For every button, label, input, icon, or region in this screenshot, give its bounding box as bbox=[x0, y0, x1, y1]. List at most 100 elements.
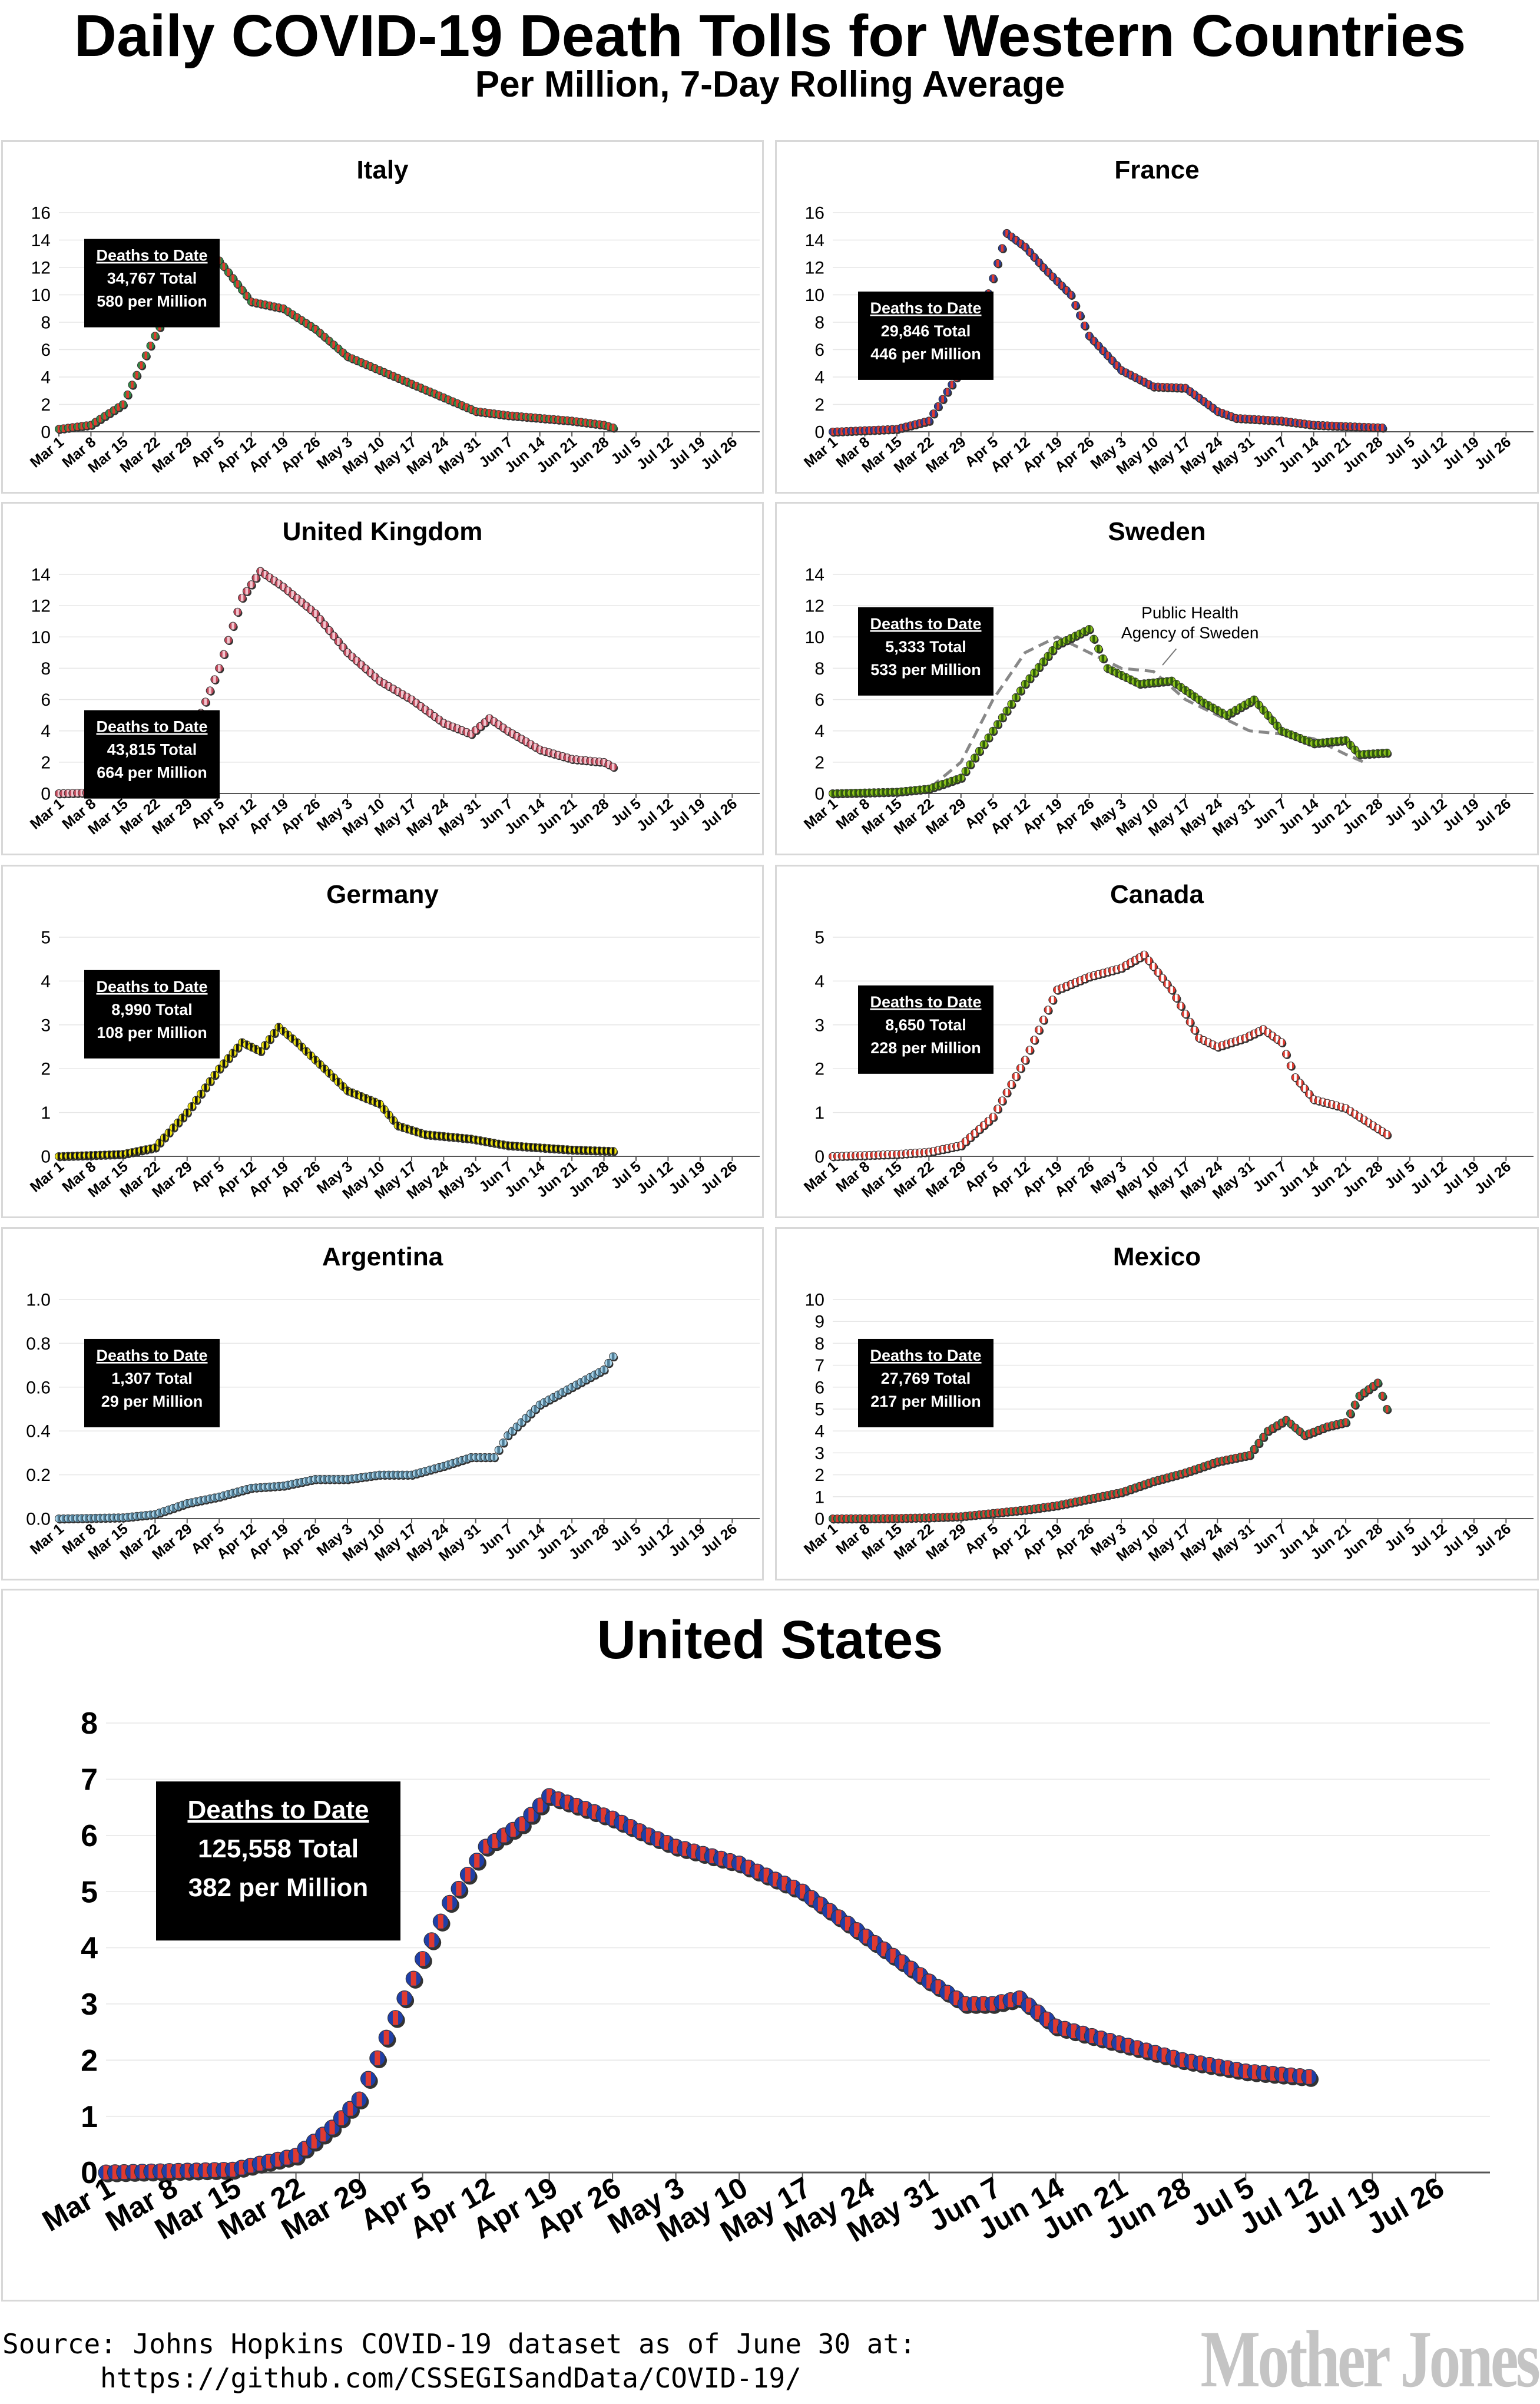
data-point-stripe bbox=[516, 1423, 519, 1430]
data-point-stripe bbox=[1042, 1016, 1045, 1023]
data-point bbox=[370, 2051, 387, 2068]
x-tick-label: Jul 26 bbox=[1472, 1158, 1514, 1198]
data-point-stripe bbox=[1028, 1046, 1031, 1053]
data-point-stripe bbox=[1084, 322, 1087, 329]
data-point-stripe bbox=[254, 574, 257, 581]
data-point-stripe bbox=[1097, 645, 1100, 652]
data-point-stripe bbox=[319, 616, 322, 623]
data-point-stripe bbox=[383, 1106, 386, 1113]
y-tick-label: 14 bbox=[805, 231, 824, 250]
summary-heading: Deaths to Date bbox=[870, 993, 981, 1011]
data-point-stripe bbox=[996, 720, 999, 728]
data-point-stripe bbox=[204, 699, 207, 706]
data-point bbox=[415, 1952, 432, 1969]
summary-per-million: 664 per Million bbox=[97, 764, 207, 782]
data-point bbox=[1173, 994, 1181, 1003]
data-point-stripe bbox=[497, 1447, 500, 1454]
data-point-stripe bbox=[1051, 647, 1054, 654]
data-point-stripe bbox=[1303, 1085, 1306, 1092]
data-point-stripe bbox=[167, 1129, 170, 1136]
y-tick-label: 10 bbox=[31, 286, 51, 305]
data-point bbox=[1383, 1406, 1392, 1414]
data-point-stripe bbox=[1349, 1410, 1352, 1417]
data-point-stripe bbox=[964, 768, 967, 775]
data-point-stripe bbox=[236, 280, 239, 287]
data-point-stripe bbox=[1276, 722, 1279, 729]
data-point bbox=[943, 388, 952, 397]
data-point-stripe bbox=[607, 1360, 610, 1367]
summary-total: 8,650 Total bbox=[885, 1016, 966, 1034]
data-point-stripe bbox=[223, 1060, 226, 1067]
y-tick-label: 8 bbox=[41, 659, 51, 679]
summary-per-million: 217 per Million bbox=[870, 1393, 981, 1410]
data-point-stripe bbox=[996, 1105, 999, 1112]
data-point-stripe bbox=[932, 410, 935, 417]
data-point-stripe bbox=[250, 581, 253, 588]
data-point-stripe bbox=[1267, 712, 1270, 719]
y-tick-label: 10 bbox=[805, 628, 824, 647]
data-point-stripe bbox=[612, 763, 615, 771]
data-point-stripe bbox=[1010, 700, 1013, 707]
summary-heading: Deaths to Date bbox=[870, 615, 981, 633]
y-tick-label: 6 bbox=[814, 1378, 824, 1397]
data-point-stripe bbox=[342, 1083, 345, 1090]
y-tick-label: 2 bbox=[814, 1060, 824, 1079]
data-point-stripe bbox=[402, 1992, 407, 2005]
x-tick-label: Jul 12 bbox=[634, 795, 676, 835]
data-point bbox=[994, 260, 1003, 269]
data-point-stripe bbox=[190, 1103, 193, 1110]
data-point-stripe bbox=[1111, 357, 1114, 364]
y-tick-label: 5 bbox=[814, 1400, 824, 1420]
y-tick-label: 3 bbox=[814, 1444, 824, 1463]
data-point-stripe bbox=[392, 1117, 395, 1124]
chart-title: Canada bbox=[1110, 880, 1204, 909]
y-tick-label: 5 bbox=[41, 928, 51, 948]
y-tick-label: 10 bbox=[805, 286, 824, 305]
y-tick-label: 12 bbox=[31, 259, 51, 278]
data-point-stripe bbox=[236, 1044, 239, 1051]
y-tick-label: 5 bbox=[814, 928, 824, 948]
x-tick-label: Jul 26 bbox=[698, 1520, 740, 1560]
data-point-stripe bbox=[447, 1896, 452, 1910]
summary-heading: Deaths to Date bbox=[870, 1347, 981, 1364]
y-tick-label: 4 bbox=[814, 1422, 824, 1441]
data-point bbox=[1012, 1072, 1021, 1081]
chart-title: Sweden bbox=[1108, 517, 1205, 546]
y-tick-label: 0.2 bbox=[26, 1466, 51, 1485]
data-point-stripe bbox=[1262, 706, 1265, 713]
y-tick-label: 6 bbox=[81, 1819, 98, 1853]
data-point-stripe bbox=[960, 775, 963, 782]
page-title: Daily COVID-19 Death Tolls for Western C… bbox=[0, 2, 1540, 70]
data-point-stripe bbox=[1065, 287, 1068, 294]
data-point-stripe bbox=[973, 754, 976, 761]
data-point-stripe bbox=[227, 1054, 230, 1062]
y-tick-label: 8 bbox=[814, 1334, 824, 1354]
data-point-stripe bbox=[538, 1798, 543, 1812]
data-point-stripe bbox=[319, 1061, 322, 1068]
data-point bbox=[234, 608, 243, 617]
data-point-stripe bbox=[218, 1065, 221, 1072]
x-tick-label: Jul 26 bbox=[1472, 1520, 1514, 1560]
y-tick-label: 2 bbox=[41, 753, 51, 772]
data-point-stripe bbox=[1285, 1051, 1288, 1058]
data-point-stripe bbox=[1033, 1036, 1036, 1043]
data-point bbox=[948, 381, 957, 389]
data-point-stripe bbox=[223, 263, 226, 270]
y-tick-label: 5 bbox=[81, 1875, 98, 1909]
x-tick-label: Jul 12 bbox=[1407, 434, 1450, 473]
data-point-stripe bbox=[951, 381, 953, 388]
y-tick-label: 4 bbox=[41, 368, 51, 388]
data-point-stripe bbox=[328, 1070, 331, 1077]
data-point-stripe bbox=[612, 424, 615, 431]
data-point-stripe bbox=[339, 2111, 344, 2125]
data-point-stripe bbox=[474, 1854, 479, 1867]
data-point-stripe bbox=[1290, 1062, 1293, 1069]
data-point-stripe bbox=[519, 1817, 525, 1831]
